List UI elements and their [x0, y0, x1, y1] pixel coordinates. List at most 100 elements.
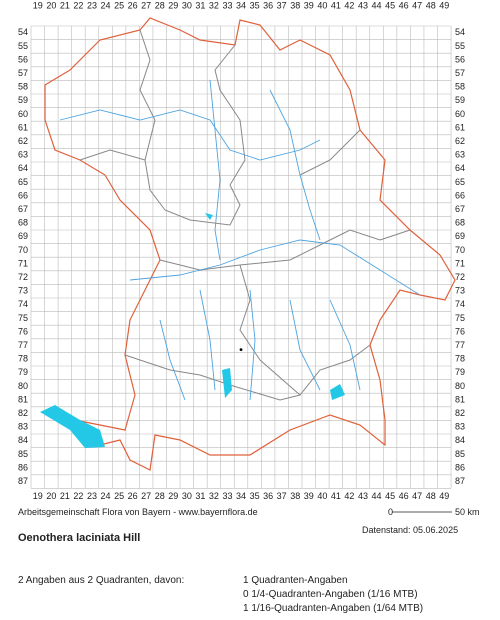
y-label: 84	[18, 435, 28, 445]
lakes	[40, 213, 345, 448]
x-label: 27	[141, 491, 151, 501]
y-label: 87	[455, 476, 465, 486]
y-label: 69	[18, 231, 28, 241]
district-borders	[79, 29, 411, 401]
y-label: 63	[18, 150, 28, 160]
y-label: 74	[18, 299, 28, 309]
x-label: 30	[182, 0, 192, 10]
occurrences	[239, 348, 243, 352]
x-label: 23	[87, 0, 97, 10]
state-border	[44, 17, 456, 471]
y-label: 68	[455, 218, 465, 228]
y-label: 65	[18, 177, 28, 187]
y-label: 58	[18, 82, 28, 92]
y-label: 81	[18, 394, 28, 404]
y-label: 82	[455, 408, 465, 418]
y-label: 64	[18, 163, 28, 173]
y-label: 76	[18, 326, 28, 336]
x-label: 23	[87, 491, 97, 501]
x-label: 31	[195, 491, 205, 501]
x-label: 26	[128, 0, 138, 10]
y-label: 68	[18, 218, 28, 228]
x-label: 36	[263, 491, 273, 501]
y-label: 75	[18, 313, 28, 323]
y-label: 61	[455, 122, 465, 132]
x-label: 38	[290, 0, 300, 10]
y-label: 83	[18, 422, 28, 432]
y-label: 86	[455, 462, 465, 472]
x-label: 35	[250, 491, 260, 501]
scale-start: 0	[388, 507, 394, 517]
x-label: 46	[399, 491, 409, 501]
x-label: 36	[263, 0, 273, 10]
y-label: 73	[455, 286, 465, 296]
y-label: 74	[455, 299, 465, 309]
x-label: 19	[33, 0, 43, 10]
y-label: 69	[455, 231, 465, 241]
x-label: 28	[155, 0, 165, 10]
y-label: 56	[18, 54, 28, 64]
y-label: 78	[18, 354, 28, 364]
x-label: 32	[209, 491, 219, 501]
x-label: 22	[73, 491, 83, 501]
y-label: 70	[18, 245, 28, 255]
y-label: 61	[18, 122, 28, 132]
y-label: 54	[455, 27, 465, 37]
y-label: 82	[18, 408, 28, 418]
y-label: 78	[455, 354, 465, 364]
y-label: 71	[455, 258, 465, 268]
x-label: 27	[141, 0, 151, 10]
x-label: 40	[317, 491, 327, 501]
occurrence	[239, 348, 243, 352]
x-label: 19	[33, 491, 43, 501]
x-label: 21	[60, 0, 70, 10]
x-label: 39	[304, 0, 314, 10]
x-label: 28	[155, 491, 165, 501]
y-label: 80	[455, 381, 465, 391]
y-label: 75	[455, 313, 465, 323]
x-label: 26	[128, 491, 138, 501]
x-label: 37	[277, 491, 287, 501]
x-label: 24	[101, 491, 111, 501]
y-label: 72	[18, 272, 28, 282]
y-label: 77	[455, 340, 465, 350]
x-label: 47	[412, 491, 422, 501]
y-label: 86	[18, 462, 28, 472]
y-label: 85	[18, 449, 28, 459]
y-label: 57	[455, 68, 465, 78]
x-label: 40	[317, 0, 327, 10]
x-label: 48	[426, 491, 436, 501]
x-label: 29	[168, 491, 178, 501]
y-label: 55	[455, 41, 465, 51]
y-label: 65	[455, 177, 465, 187]
rivers	[59, 79, 421, 401]
map: 1919202021212222232324242525262627272828…	[18, 0, 465, 513]
x-label: 34	[236, 0, 246, 10]
y-label: 84	[455, 435, 465, 445]
x-label: 38	[290, 491, 300, 501]
y-label: 87	[18, 476, 28, 486]
x-label: 43	[358, 0, 368, 10]
x-label: 39	[304, 491, 314, 501]
y-label: 62	[455, 136, 465, 146]
y-label: 62	[18, 136, 28, 146]
x-label: 21	[60, 491, 70, 501]
y-label: 72	[455, 272, 465, 282]
y-label: 83	[455, 422, 465, 432]
y-label: 77	[18, 340, 28, 350]
x-label: 22	[73, 0, 83, 10]
y-label: 71	[18, 258, 28, 268]
species-title: Oenothera laciniata Hill	[18, 532, 141, 544]
y-label: 57	[18, 68, 28, 78]
y-label: 70	[455, 245, 465, 255]
y-label: 79	[18, 367, 28, 377]
x-label: 48	[426, 0, 436, 10]
x-label: 42	[344, 491, 354, 501]
x-label: 45	[385, 491, 395, 501]
x-label: 44	[372, 491, 382, 501]
x-label: 24	[101, 0, 111, 10]
y-label: 56	[455, 54, 465, 64]
summary-line: 0 1/4-Quadranten-Angaben (1/16 MTB)	[243, 589, 418, 600]
y-label: 85	[455, 449, 465, 459]
